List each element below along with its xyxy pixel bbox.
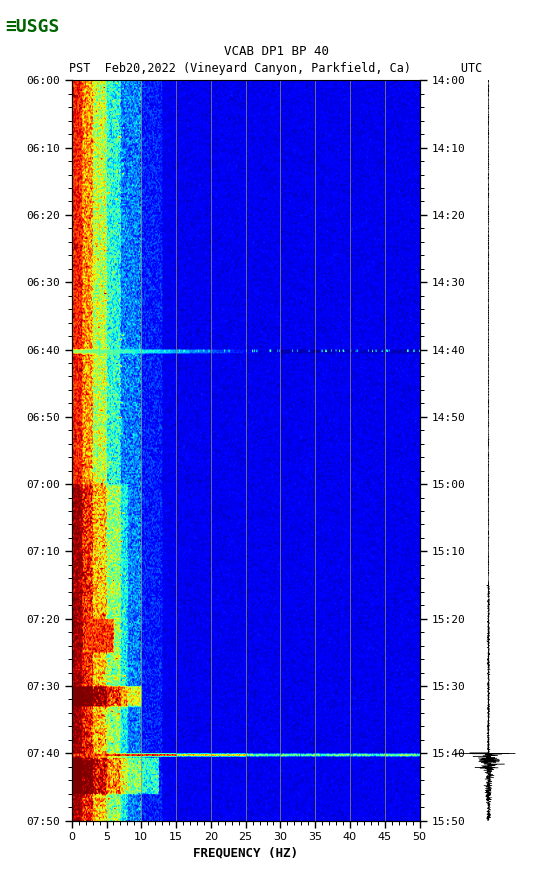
Text: PST  Feb20,2022 (Vineyard Canyon, Parkfield, Ca)       UTC: PST Feb20,2022 (Vineyard Canyon, Parkfie… [70,62,482,75]
Text: VCAB DP1 BP 40: VCAB DP1 BP 40 [224,45,328,58]
X-axis label: FREQUENCY (HZ): FREQUENCY (HZ) [193,847,298,860]
Text: ≡USGS: ≡USGS [6,18,60,36]
